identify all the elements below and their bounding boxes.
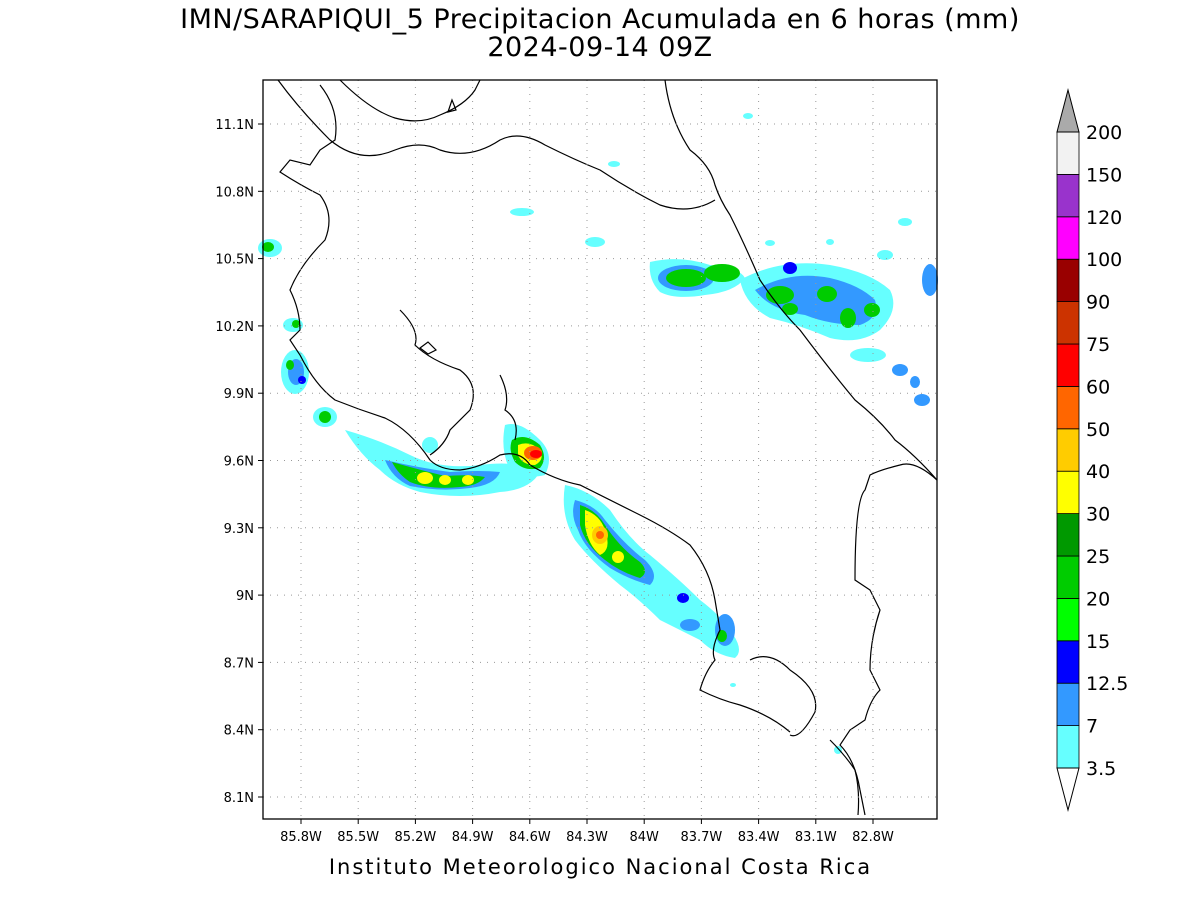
lon-tick-label: 85.5W — [337, 830, 379, 845]
lat-tick-label: 9.6N — [224, 455, 254, 470]
colorbar-label: 25 — [1086, 546, 1110, 568]
colorbar-label: 50 — [1086, 419, 1110, 441]
plot-frame — [262, 79, 938, 820]
colorbar-label: 90 — [1086, 292, 1110, 314]
colorbar-lower-arrow — [1056, 767, 1080, 812]
lon-tick-label: 83.7W — [680, 830, 722, 845]
nicaragua-border — [277, 79, 716, 210]
colorbar-label: 75 — [1086, 334, 1110, 356]
lat-tick-label: 8.1N — [224, 791, 254, 806]
colorbar-segment — [1056, 513, 1080, 557]
lake-island — [447, 98, 457, 113]
lat-tick-label: 8.7N — [224, 656, 254, 671]
lon-tick-label: 85.8W — [280, 830, 322, 845]
precip-area-nicoya-band — [345, 430, 540, 496]
colorbar-segment — [1056, 470, 1080, 515]
colorbar-label: 40 — [1086, 461, 1110, 483]
north-coast-top — [339, 79, 481, 122]
burica-peninsula — [829, 739, 860, 816]
colorbar-segment — [1056, 385, 1080, 430]
colorbar-label: 7 — [1086, 716, 1098, 738]
lon-tick-label: 84.9W — [452, 830, 494, 845]
colorbar-upper-arrow — [1056, 88, 1080, 133]
footer-credit: Instituto Meteorologico Nacional Costa R… — [328, 855, 873, 879]
precip-area-caribbean-north — [510, 113, 938, 754]
osa-peninsula — [749, 656, 817, 737]
coastline-and-borders — [277, 79, 938, 816]
chirripo-lake — [419, 341, 438, 355]
lon-tick-label: 85.2W — [394, 830, 436, 845]
colorbar-segment — [1056, 598, 1080, 642]
colorbar-segment — [1056, 301, 1080, 345]
lat-tick-label: 11.1N — [215, 118, 254, 133]
lat-tick-label: 10.5N — [215, 253, 254, 268]
lat-tick-label: 9N — [236, 589, 254, 604]
colorbar-label: 200 — [1086, 122, 1122, 144]
lon-tick-label: 82.8W — [852, 830, 894, 845]
chart-title: IMN/SARAPIQUI_5 Precipitacion Acumulada … — [180, 4, 1020, 35]
panama-border — [839, 463, 938, 816]
lat-lon-grid — [263, 80, 937, 819]
colorbar-segment — [1056, 640, 1080, 684]
precip-area-central-pacific — [503, 424, 549, 477]
colorbar-segment — [1056, 555, 1080, 599]
colorbar-segment — [1056, 428, 1080, 472]
lat-tick-label: 9.9N — [224, 387, 254, 402]
gulf-of-nicoya — [499, 374, 517, 441]
chart-subtitle-date: 2024-09-14 09Z — [487, 32, 713, 63]
colorbar-label: 150 — [1086, 164, 1122, 186]
pacific-coast-north — [279, 84, 791, 733]
colorbar-label: 100 — [1086, 249, 1122, 271]
colorbar: 3.5 7 12.5 15 20 25 30 40 50 60 75 90 100 120 150 200 — [1056, 88, 1128, 812]
precipitation-field — [258, 113, 938, 754]
latitude-axis: 11.1N 10.8N 10.5N 10.2N 9.9N 9.6N 9.3N 9N 8.7N 8.… — [215, 118, 263, 806]
colorbar-segment — [1056, 725, 1080, 769]
lon-tick-label: 84W — [629, 830, 659, 845]
lat-tick-label: 9.3N — [224, 522, 254, 537]
colorbar-segment — [1056, 682, 1080, 727]
colorbar-segment — [1056, 343, 1080, 387]
colorbar-label: 12.5 — [1086, 673, 1128, 695]
colorbar-label: 20 — [1086, 588, 1110, 610]
colorbar-segment — [1056, 173, 1080, 218]
lon-tick-label: 84.3W — [566, 830, 608, 845]
nicoya-peninsula — [399, 309, 474, 456]
colorbar-label: 60 — [1086, 376, 1110, 398]
colorbar-segment — [1056, 131, 1080, 175]
colorbar-label: 15 — [1086, 631, 1110, 653]
colorbar-label: 3.5 — [1086, 758, 1116, 780]
precip-area-south-pacific — [563, 485, 739, 687]
colorbar-label: 120 — [1086, 207, 1122, 229]
colorbar-label: 30 — [1086, 504, 1110, 526]
lon-tick-label: 84.6W — [509, 830, 551, 845]
longitude-axis: 85.8W 85.5W 85.2W 84.9W 84.6W 84.3W 84W 83.7W 83… — [280, 819, 894, 845]
colorbar-segment — [1056, 216, 1080, 260]
colorbar-segment — [1056, 258, 1080, 303]
lat-tick-label: 8.4N — [224, 724, 254, 739]
lon-tick-label: 83.4W — [738, 830, 780, 845]
lat-tick-label: 10.2N — [215, 320, 254, 335]
caribbean-coast — [664, 79, 938, 481]
lon-tick-label: 83.1W — [795, 830, 837, 845]
lat-tick-label: 10.8N — [215, 185, 254, 200]
